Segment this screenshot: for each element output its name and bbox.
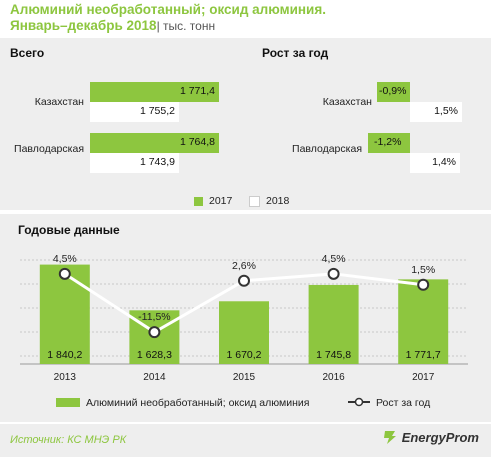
bar-label-growth-kaz-2018: 1,5% — [434, 105, 458, 117]
legend-2017: 2017 — [194, 195, 232, 207]
bar-label-growth-pav-2017: -1,2% — [374, 136, 402, 148]
bar-growth-kaz-2018: 1,5% — [410, 102, 462, 122]
bar-label-total-kaz-2017: 1 771,4 — [179, 85, 215, 97]
legend-2017-label: 2017 — [209, 195, 233, 207]
bar-label-annual-2013: 1 840,2 — [47, 349, 82, 361]
bar-annual-2016 — [308, 284, 359, 364]
brand: EnergyProm — [382, 429, 479, 445]
bar-total-kaz-2018: 1 755,2 — [90, 102, 179, 122]
bar-label-annual-2017: 1 771,7 — [406, 349, 441, 361]
legend-2017-swatch — [194, 196, 203, 206]
bar-label-annual-2014: 1 628,3 — [137, 349, 172, 361]
section-total-label: Всего — [10, 46, 45, 60]
top-panel: Всего Рост за год Казахстан Павлодарская… — [0, 38, 491, 210]
legend-2018-label: 2018 — [266, 195, 290, 207]
legend-bars-swatch — [56, 398, 80, 407]
bar-annual-2017 — [398, 279, 449, 364]
row-label-pavlodar: Павлодарская — [14, 143, 84, 155]
bar-total-pav-2018: 1 743,9 — [90, 153, 179, 173]
growth-point-2013 — [58, 267, 71, 280]
section-growth-label: Рост за год — [262, 46, 329, 60]
chart-title-period: Январь–декабрь 2018 — [10, 18, 157, 33]
row-label-kazakhstan: Казахстан — [34, 96, 84, 108]
x-tick-2014: 2014 — [143, 372, 166, 383]
bar-label-annual-2015: 1 670,2 — [226, 349, 261, 361]
growth-label-2016: 4,5% — [322, 253, 346, 265]
legend-bars-label: Алюминий необработанный; оксид алюминия — [86, 397, 309, 409]
growth-label-2014: -11,5% — [138, 311, 171, 323]
chart-title-line1: Алюминий необработанный; оксид алюминия. — [10, 2, 326, 17]
bar-label-total-pav-2017: 1 764,8 — [179, 136, 215, 148]
section-annual-label: Годовые данные — [18, 223, 120, 237]
bar-annual-2013 — [39, 264, 90, 364]
footer — [0, 424, 491, 457]
bar-growth-kaz-2017: -0,9% — [377, 82, 410, 102]
legend-2018: 2018 — [249, 195, 289, 207]
bar-total-kaz-2017: 1 771,4 — [90, 82, 219, 102]
brand-text: EnergyProm — [401, 429, 479, 445]
x-tick-2017: 2017 — [412, 372, 435, 383]
bar-growth-pav-2018: 1,4% — [410, 153, 460, 173]
bar-total-pav-2017: 1 764,8 — [90, 133, 219, 153]
growth-label-2015: 2,6% — [232, 260, 256, 272]
legend-line-label: Рост за год — [376, 397, 430, 409]
x-tick-2015: 2015 — [233, 372, 256, 383]
legend-line-marker — [354, 397, 364, 407]
growth-label-2017: 1,5% — [411, 264, 435, 276]
annual-chart: 1 840,2 2013 1 628,3 2014 1 670,2 2015 1 745,8… — [20, 253, 468, 409]
x-tick-2016: 2016 — [322, 372, 345, 383]
growth-label-2013: 4,5% — [53, 253, 77, 265]
bar-label-annual-2016: 1 745,8 — [316, 349, 351, 361]
bar-annual-2015 — [219, 301, 269, 364]
source-text: Источник: КС МНЭ РК — [10, 434, 127, 446]
energyprom-logo-icon — [383, 431, 396, 444]
growth-point-2014 — [148, 326, 161, 339]
x-tick-2013: 2013 — [54, 372, 77, 383]
bar-label-growth-kaz-2017: -0,9% — [379, 85, 407, 97]
chart-title-line2: Январь–декабрь 2018| тыс. тонн — [10, 18, 215, 33]
bar-growth-pav-2017: -1,2% — [368, 133, 410, 153]
row-label-growth-pavlodar: Павлодарская — [292, 143, 362, 155]
bar-label-total-pav-2018: 1 743,9 — [139, 156, 175, 168]
growth-point-2016 — [327, 267, 340, 280]
row-label-growth-kazakhstan: Казахстан — [322, 96, 372, 108]
legend-2018-swatch — [249, 195, 260, 207]
header: Алюминий необработанный; оксид алюминия.… — [0, 0, 491, 36]
growth-point-2015 — [238, 274, 250, 287]
bar-label-total-kaz-2018: 1 755,2 — [139, 105, 175, 117]
bar-label-growth-pav-2018: 1,4% — [432, 156, 456, 168]
chart-units: | тыс. тонн — [156, 19, 216, 33]
growth-point-2017 — [417, 278, 430, 291]
